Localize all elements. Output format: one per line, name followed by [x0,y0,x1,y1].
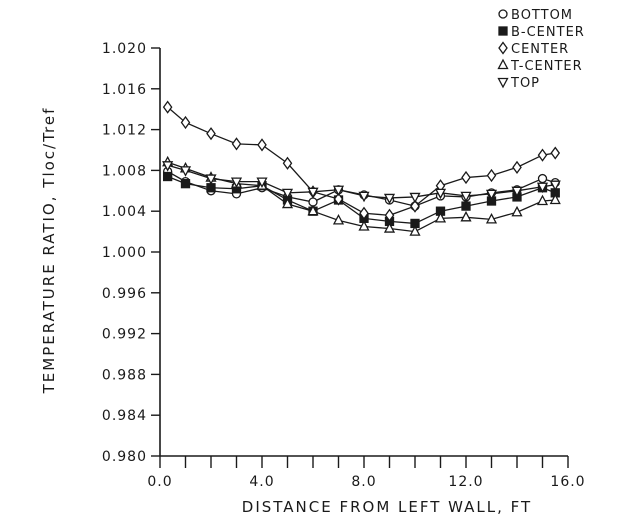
x-tick-label: 4.0 [249,474,274,490]
data-point-center [384,208,395,222]
data-point-t-center [460,210,472,222]
data-point-top [307,187,319,199]
data-point-top [358,191,370,203]
series-center [162,100,561,222]
data-point-b-center [180,179,191,189]
y-tick-label: 0.992 [102,327,147,343]
y-tick-label: 0.984 [102,408,147,424]
series-line-center [167,106,556,216]
data-point-top [409,192,421,204]
data-point-t-center [383,222,396,233]
data-point-top [383,193,396,205]
ticks [151,47,569,468]
data-point-top [460,191,472,203]
data-point-t-center [281,197,294,209]
data-point-center [512,160,522,174]
data-point-center [410,199,420,213]
y-tick-label: 1.012 [102,123,147,139]
y-tick-label: 1.004 [102,204,147,220]
legend-label-t-center: T-CENTER [510,59,583,74]
data-point-top [536,182,549,194]
legend: BOTTOM B-CENTER CENTER T-CENTER TOP [497,8,585,91]
data-point-center [359,206,369,220]
data-point-t-center [485,212,498,224]
y-tick-label: 1.008 [102,163,147,179]
data-point-center [486,168,497,183]
data-point-top [434,188,447,200]
y-tick-label: 1.020 [102,41,147,57]
legend-label-top: TOP [510,76,540,91]
x-tick-label: 0.0 [147,474,172,490]
x-tick-label: 8.0 [351,474,376,490]
legend-label-center: CENTER [511,42,569,57]
legend-label-bottom: BOTTOM [511,8,573,23]
data-point-top [205,174,217,185]
data-point-center [180,115,191,130]
x-tick-label: 12.0 [448,474,483,490]
data-point-top [162,161,174,172]
series-group [162,100,561,236]
data-point-top [281,188,294,200]
data-point-center [231,137,242,151]
data-point-top [230,177,243,189]
data-point-top [511,186,523,198]
series-top [162,161,561,205]
legend-item-t-center: T-CENTER [497,58,583,74]
data-point-center [257,138,267,152]
y-tick-label: 0.988 [102,367,147,383]
data-point-t-center [434,211,447,223]
data-point-t-center [536,194,549,206]
legend-marker-t-center [497,58,509,70]
data-point-center [282,156,293,170]
legend-item-center: CENTER [498,41,569,57]
data-point-t-center [358,220,370,231]
data-point-top [549,180,561,192]
y-tick-label: 1.016 [102,82,147,98]
data-point-top [256,177,268,189]
data-point-center [206,127,216,141]
legend-marker-center [498,41,508,55]
data-point-center [537,148,548,162]
legend-item-bottom: BOTTOM [498,8,573,23]
y-tick-label: 1.000 [102,245,147,261]
data-point-center [333,192,344,206]
data-point-center [461,170,471,185]
data-point-top [332,185,345,197]
y-axis-title: TEMPERATURE RATIO, Tloc/Tref [40,107,58,395]
data-point-top [485,189,498,201]
x-tick-label: 16.0 [550,474,585,490]
data-point-center [162,100,173,114]
axes [159,48,568,457]
legend-item-b-center: B-CENTER [498,25,585,40]
legend-marker-top [497,77,509,89]
legend-marker-b-center [498,26,508,36]
tick-labels: 0.980 0.984 0.988 0.992 0.996 1.000 1.004 1.008… [102,41,585,490]
y-tick-label: 0.980 [102,449,147,465]
data-point-center [550,146,561,160]
x-axis-title: DISTANCE FROM LEFT WALL, FT [242,498,532,516]
legend-label-b-center: B-CENTER [511,25,585,40]
data-point-bottom [537,173,548,184]
data-point-t-center [511,205,523,217]
data-point-t-center [307,204,319,216]
legend-item-top: TOP [497,76,540,91]
data-point-t-center [409,225,421,236]
data-point-b-center [162,171,173,182]
y-tick-label: 0.996 [102,286,147,302]
data-point-t-center [549,193,561,205]
legend-marker-bottom [498,9,508,19]
data-point-b-center [461,201,471,211]
data-point-t-center [332,213,345,225]
data-point-top [179,166,192,177]
